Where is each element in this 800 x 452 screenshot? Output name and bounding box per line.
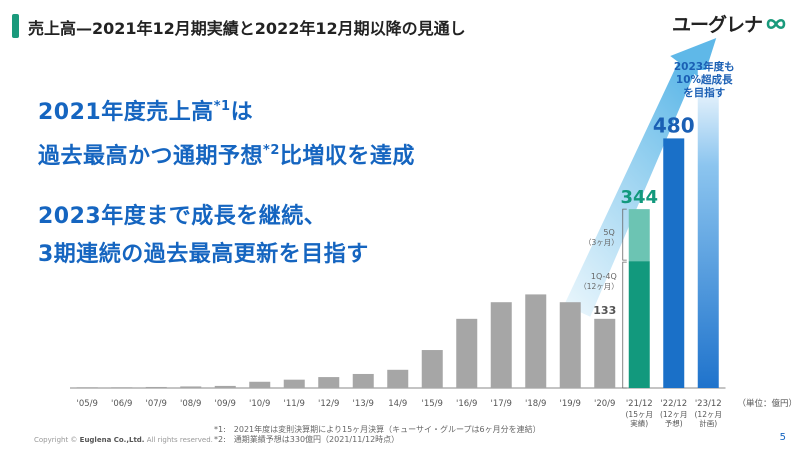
footnote-2: *2: 通期業績予想は330億円（2021/11/12時点） — [214, 435, 400, 444]
tick-sublabel: 実績) — [630, 418, 648, 428]
footnote-1: *1: 2021年度は変則決算期により15ヶ月決算（キューサイ・グループは6ヶ月… — [214, 425, 541, 434]
plan-2023-annotation: を目指す — [683, 86, 725, 99]
stack-sublabel-1q-4q: （12ヶ月） — [579, 282, 619, 291]
stack-sublabel-5q: （3ヶ月） — [584, 238, 619, 247]
footnotes: *1: 2021年度は変則決算期により15ヶ月決算（キューサイ・グループは6ヶ月… — [214, 425, 541, 445]
stack-label-1q-4q: 1Q-4Q — [591, 272, 617, 281]
bar-2021-5q — [628, 209, 650, 262]
tick-label: '11/9 — [284, 399, 305, 409]
logo-text: ユーグレナ — [671, 14, 763, 36]
bar-2022-forecast — [663, 138, 685, 388]
bar-149 — [387, 369, 409, 388]
infinity-logo-icon — [766, 18, 786, 29]
data-label-2022: 480 — [653, 113, 695, 137]
bar-159 — [421, 350, 443, 388]
plan-2023-annotation: 2023年度も — [674, 60, 735, 73]
tick-label: '06/9 — [111, 399, 132, 409]
tick-sublabel: 計画) — [699, 418, 717, 428]
plan-2023-annotation: 10%超成長 — [676, 73, 733, 86]
tick-sublabel: 予想) — [665, 418, 683, 428]
page-number: 5 — [779, 432, 786, 443]
bar-119 — [283, 379, 305, 388]
copyright: Copyright © Euglena Co.,Ltd. All rights … — [34, 436, 213, 444]
bar-2021-1q-4q — [628, 261, 650, 388]
headline-line-2: 過去最高かつ通期予想*2比増収を達成 — [38, 143, 415, 169]
bracket-1q-4q — [622, 261, 627, 389]
headline-line-3: 2023年度まで成長を継続、 — [38, 204, 327, 229]
data-label-2020: 133 — [593, 304, 616, 317]
tick-label: '10/9 — [249, 399, 270, 409]
bar-209 — [594, 318, 616, 388]
bar-089 — [180, 386, 202, 388]
bar-139 — [352, 373, 374, 388]
bar-059 — [76, 387, 98, 388]
footnote-ref-2: *2 — [263, 143, 280, 158]
tick-label: '05/9 — [77, 399, 98, 409]
bar-079 — [145, 386, 167, 388]
stack-label-5q: 5Q — [603, 228, 614, 237]
copyright-company: Euglena Co.,Ltd. — [79, 436, 145, 444]
bar-129 — [318, 377, 340, 388]
tick-sublabel: (15ヶ月 — [626, 410, 653, 419]
tick-label: '21/12 — [626, 399, 653, 409]
bar-2023-plan — [697, 70, 719, 388]
tick-label: '15/9 — [422, 399, 443, 409]
growth-arrow — [564, 38, 717, 317]
tick-label: '20/9 — [594, 399, 615, 409]
tick-label: '18/9 — [525, 399, 546, 409]
headline-line-4: 3期連続の過去最高更新を目指す — [38, 242, 369, 267]
bar-069 — [111, 387, 133, 388]
bar-169 — [456, 318, 478, 388]
tick-sublabel: (12ヶ月 — [695, 410, 722, 419]
headline-line-1: 2021年度売上高*1は — [38, 99, 254, 125]
bar-199 — [559, 302, 581, 388]
bar-099 — [214, 385, 236, 388]
tick-label: '22/12 — [660, 399, 687, 409]
tick-label: '07/9 — [146, 399, 167, 409]
tick-label: '09/9 — [215, 399, 236, 409]
tick-label: 14/9 — [388, 399, 407, 409]
tick-label: '16/9 — [456, 399, 477, 409]
tick-sublabel: (12ヶ月 — [660, 410, 687, 419]
slide-title: 売上高—2021年12月期実績と2022年12月期以降の見通し — [28, 19, 466, 38]
bar-109 — [249, 381, 271, 388]
footnote-ref-1: *1 — [213, 99, 231, 114]
data-label-2021: 344 — [620, 187, 658, 208]
tick-label: '17/9 — [491, 399, 512, 409]
tick-label: '19/9 — [560, 399, 581, 409]
tick-label: '23/12 — [695, 399, 722, 409]
bar-179 — [490, 302, 512, 388]
company-logo: ユーグレナ — [672, 10, 786, 37]
bracket-5q — [622, 208, 627, 261]
tick-label: '12/9 — [318, 399, 339, 409]
tick-label: '13/9 — [353, 399, 374, 409]
tick-label: '08/9 — [180, 399, 201, 409]
bar-189 — [525, 294, 547, 388]
title-accent-bar — [12, 14, 19, 38]
unit-label: （単位：億円） — [737, 398, 797, 409]
